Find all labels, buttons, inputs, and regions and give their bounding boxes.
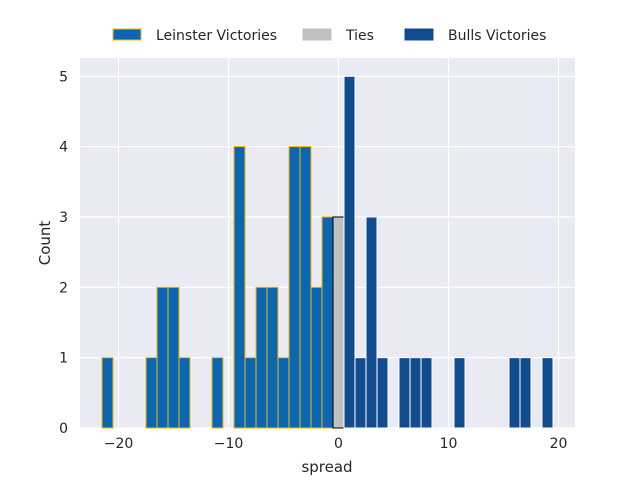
bar-leinster-victories (299, 146, 312, 429)
bar-leinster-victories (178, 357, 191, 429)
legend-label: Bulls Victories (448, 28, 546, 44)
bar-leinster-victories (321, 216, 334, 429)
legend: Leinster Victories Ties Bulls Victories (112, 28, 546, 44)
legend-swatch (112, 28, 142, 41)
legend-swatch (302, 28, 332, 41)
bar-bulls-victories (409, 357, 422, 429)
y-tick-label: 5 (59, 69, 68, 85)
bar-bulls-victories (343, 75, 356, 429)
bar-bulls-victories (519, 357, 532, 429)
x-tick-label: 0 (334, 436, 343, 452)
bar-leinster-victories (277, 357, 290, 429)
legend-label: Ties (345, 28, 374, 44)
bar-ties (332, 216, 345, 429)
bar-bulls-victories (376, 357, 389, 429)
x-tick-label: 10 (440, 436, 458, 452)
x-tick-label: 20 (550, 436, 568, 452)
y-tick-label: 4 (59, 140, 68, 156)
legend-label: Leinster Victories (156, 28, 277, 44)
y-tick-label: 3 (59, 210, 68, 226)
bar-leinster-victories (211, 357, 224, 429)
x-axis-label: spread (301, 458, 352, 476)
bar-leinster-victories (244, 357, 257, 429)
bar-bulls-victories (508, 357, 521, 429)
legend-swatch (404, 28, 434, 41)
bar-leinster-victories (266, 286, 279, 429)
y-tick-label: 0 (59, 421, 68, 437)
bar-leinster-victories (145, 357, 158, 429)
bar-bulls-victories (365, 216, 378, 429)
bar-leinster-victories (101, 357, 114, 429)
bar-leinster-victories (233, 146, 246, 429)
bar-leinster-victories (167, 286, 180, 429)
bar-leinster-victories (156, 286, 169, 429)
x-tick-label: −20 (104, 436, 134, 452)
bar-bulls-victories (453, 357, 466, 429)
y-tick-label: 2 (59, 280, 68, 296)
x-tick-label: −10 (214, 436, 244, 452)
bar-bulls-victories (541, 357, 554, 429)
bar-bulls-victories (398, 357, 411, 429)
bar-leinster-victories (255, 286, 268, 429)
y-tick-label: 1 (59, 351, 68, 367)
bar-bulls-victories (420, 357, 433, 429)
y-axis-label: Count (36, 221, 54, 266)
bar-leinster-victories (310, 286, 323, 429)
bar-bulls-victories (354, 357, 367, 429)
bar-leinster-victories (288, 146, 301, 429)
